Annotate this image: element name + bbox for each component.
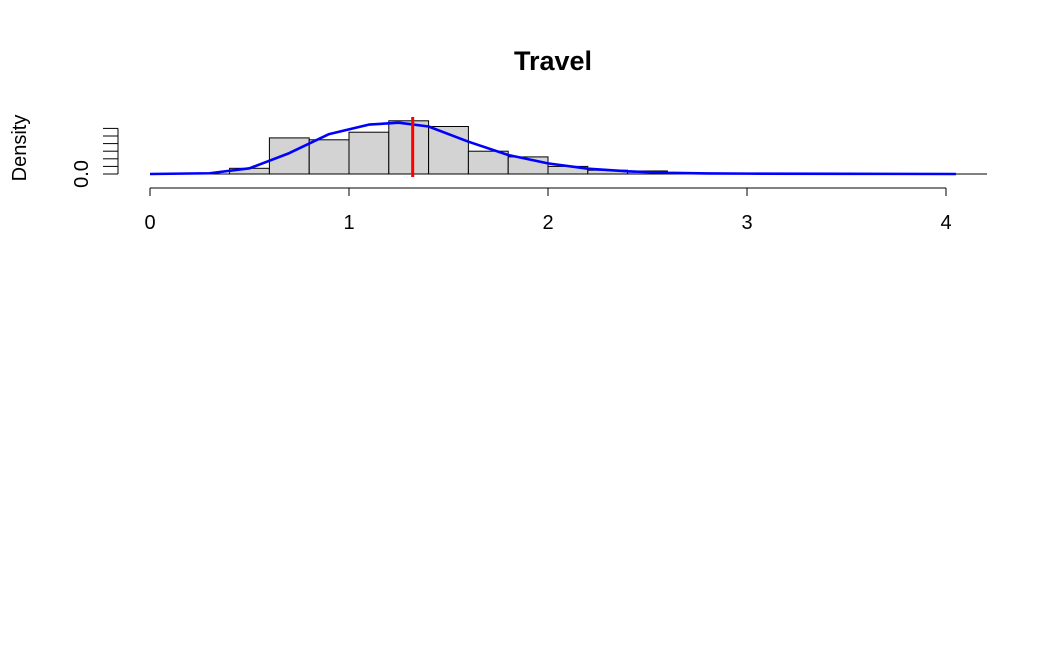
x-tick-label: 0	[144, 212, 155, 234]
chart-title: Travel	[514, 46, 592, 76]
histogram-bar	[268, 137, 310, 175]
x-tick-label: 1	[343, 212, 354, 234]
histogram-bar	[467, 150, 509, 175]
y-tick-label: 0.0	[71, 160, 93, 188]
histogram-bar	[348, 131, 390, 175]
density-curve-layer	[149, 121, 956, 176]
y-axis: 0.0	[71, 127, 119, 188]
x-tick-label: 2	[542, 212, 553, 234]
x-tick-label: 4	[940, 212, 951, 234]
x-axis: 0 1 2 3 4	[144, 173, 987, 234]
histogram-bar	[428, 126, 469, 175]
histogram-bars	[229, 120, 668, 175]
histogram-bar	[388, 120, 430, 175]
y-axis-label: Density	[9, 115, 31, 182]
histogram-bar	[308, 139, 350, 175]
x-tick-label: 3	[741, 212, 752, 234]
density-curve	[149, 121, 956, 176]
